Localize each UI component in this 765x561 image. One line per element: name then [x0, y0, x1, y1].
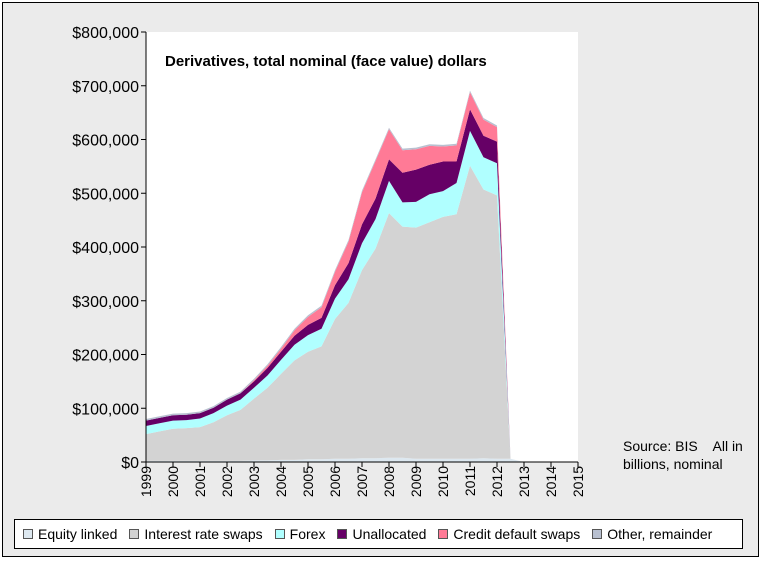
y-tick-label: $400,000 [72, 240, 139, 257]
x-tick-label: 2014 [543, 466, 559, 497]
y-tick-label: $300,000 [72, 294, 139, 311]
legend-swatch [438, 529, 449, 539]
legend-label: Forex [289, 526, 326, 542]
y-tick-label: $600,000 [72, 133, 139, 150]
x-tick-label: 1999 [138, 466, 154, 497]
chart-title: Derivatives, total nominal (face value) … [165, 53, 487, 70]
y-tick-label: $800,000 [72, 25, 139, 42]
x-tick-label: 2004 [273, 466, 289, 497]
x-tick-label: 2000 [165, 466, 181, 497]
legend-swatch [274, 529, 285, 539]
x-tick-label: 2008 [381, 466, 397, 497]
x-tick-label: 2002 [219, 466, 235, 497]
legend-label: Equity linked [38, 526, 118, 542]
legend-entry: Forex [274, 526, 326, 542]
legend-swatch [337, 529, 348, 539]
legend-entry: Credit default swaps [438, 526, 580, 542]
y-tick-label: $500,000 [72, 186, 139, 203]
legend-entry: Equity linked [23, 526, 117, 542]
source-note-line-2: billions, nominal [623, 456, 723, 472]
y-tick-label: $100,000 [72, 401, 139, 418]
legend-entry: Unallocated [337, 526, 426, 542]
x-tick-label: 2001 [192, 466, 208, 497]
y-tick-label: $0 [121, 455, 139, 472]
legend-entry: Other, remainder [592, 526, 712, 542]
legend-swatch [129, 529, 140, 539]
legend-label: Unallocated [352, 526, 427, 542]
legend-entry: Interest rate swaps [129, 526, 263, 542]
legend-swatch [23, 529, 33, 539]
area-layer [146, 90, 578, 463]
legend-swatch [592, 529, 603, 539]
x-tick-label: 2013 [516, 466, 532, 497]
area-series-equity-linked [146, 457, 578, 462]
legend-label: Credit default swaps [453, 526, 581, 542]
x-tick-label: 2006 [327, 466, 343, 497]
x-tick-label: 2009 [408, 466, 424, 497]
x-tick-label: 2003 [246, 466, 262, 497]
x-tick-label: 2015 [570, 466, 586, 497]
x-tick-label: 2007 [354, 466, 370, 497]
area-series-interest-rate-swaps [146, 165, 578, 463]
y-tick-label: $200,000 [72, 348, 139, 365]
x-tick-label: 2005 [300, 466, 316, 497]
x-tick-label: 2012 [489, 466, 505, 497]
y-tick-label: $700,000 [72, 79, 139, 96]
source-note-line-1: Source: BIS All in [623, 438, 743, 454]
source-note: Source: BIS All in billions, nominal [623, 437, 753, 473]
x-tick-label: 2011 [462, 466, 478, 496]
x-tick-label: 2010 [435, 466, 451, 497]
legend-label: Other, remainder [607, 526, 713, 542]
legend: Equity linked Interest rate swaps Forex Una… [14, 519, 743, 549]
axis-layer: $0 $100,000 $200,000 $300,000 $400,000 $500,0… [72, 25, 586, 497]
legend-label: Interest rate swaps [144, 526, 263, 542]
